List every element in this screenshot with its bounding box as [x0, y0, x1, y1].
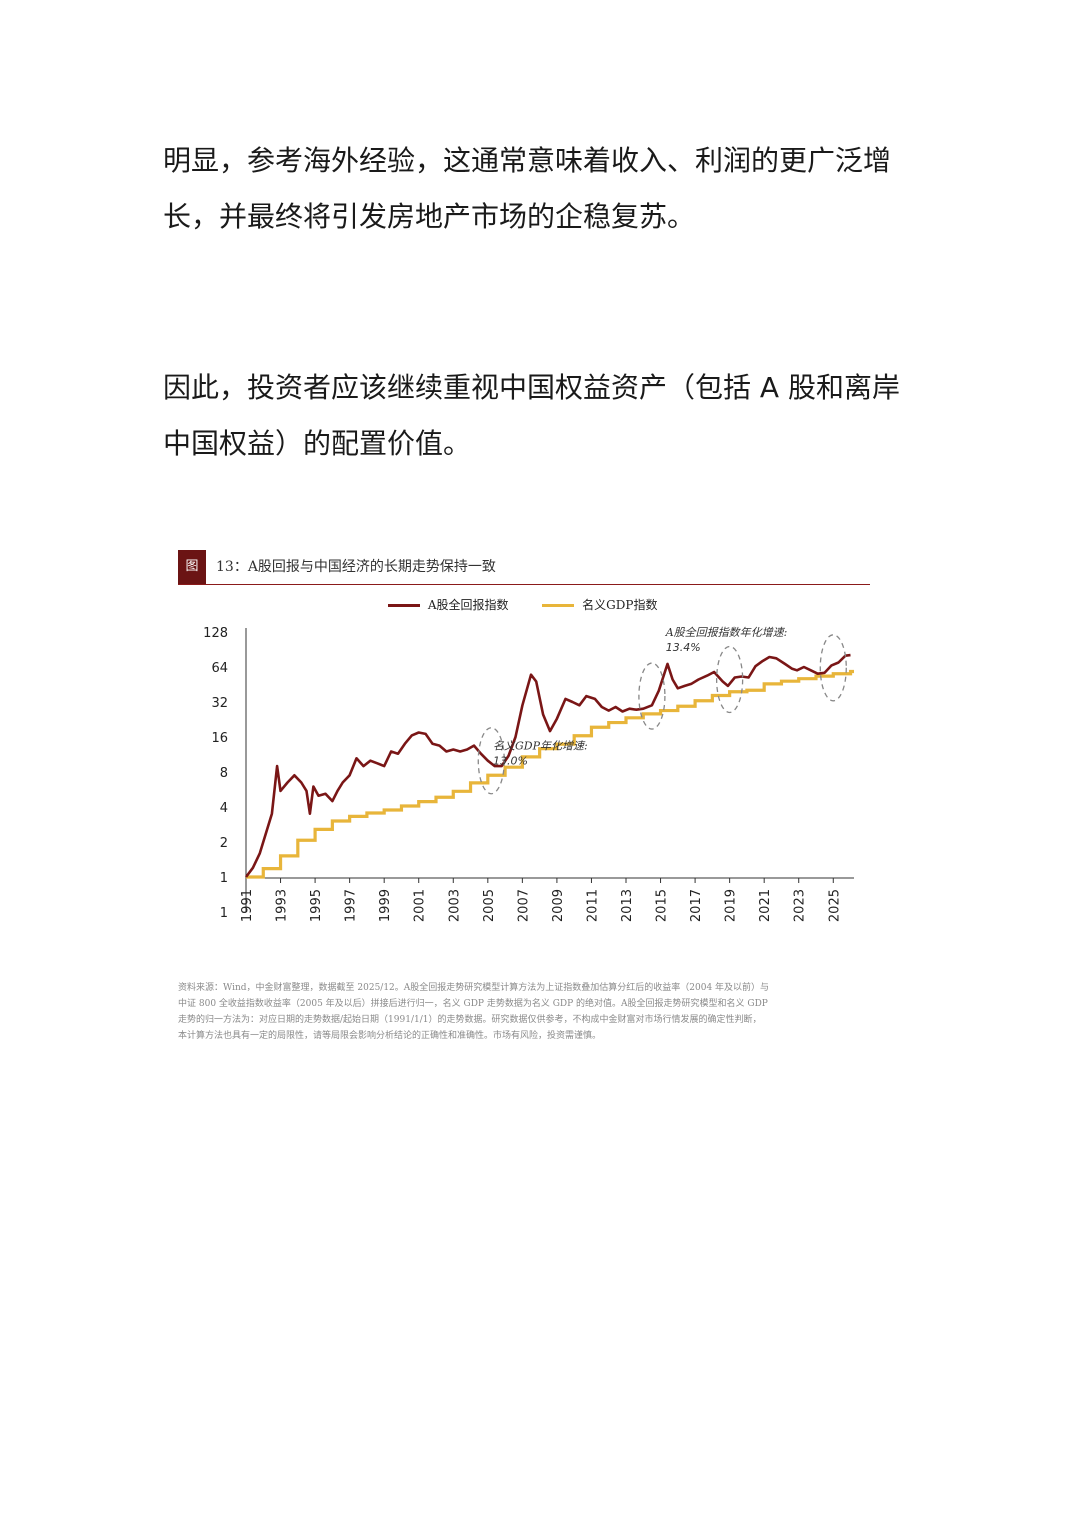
series-line-gdp — [246, 669, 854, 879]
y-tick-label: 128 — [203, 626, 228, 641]
y-tick-label: 1 — [220, 906, 228, 921]
legend-label-a-share: A股全回报指数 — [427, 598, 509, 612]
y-tick-label: 8 — [220, 766, 228, 781]
x-tick-label: 2021 — [758, 889, 773, 922]
annotation-label: 名义GDP年化增速: — [493, 739, 588, 752]
x-tick-label: 2019 — [724, 889, 739, 922]
paragraph-2: 因此，投资者应该继续重视中国权益资产（包括 A 股和离岸 中国权益）的配置价值。 — [163, 360, 923, 472]
y-tick-label: 2 — [220, 836, 228, 851]
y-tick-label: 16 — [211, 731, 228, 746]
highlight-ellipse — [477, 727, 505, 795]
annotation-value: 13.4% — [666, 641, 701, 654]
paragraph-2-line-2: 中国权益）的配置价值。 — [163, 427, 472, 460]
paragraph-1-line-2: 长，并最终将引发房地产市场的企稳复苏。 — [163, 200, 696, 233]
y-tick-label: 4 — [220, 801, 228, 816]
series-line-a-share — [244, 653, 851, 878]
legend-swatch-a-share — [388, 604, 420, 607]
y-tick-label: 1 — [220, 871, 228, 886]
y-tick-label: 64 — [211, 661, 228, 676]
line-chart: 128 64 32 16 8 4 2 1 1 1991 1993 1995 1997 1999 2001 20… — [203, 626, 854, 922]
legend-label-gdp: 名义GDP指数 — [582, 598, 658, 612]
x-tick-label: 1999 — [378, 889, 393, 922]
x-tick-label: 2007 — [516, 889, 531, 922]
x-tick-label: 2017 — [689, 889, 704, 922]
x-tick-label: 2015 — [655, 889, 670, 922]
x-tick-label: 2009 — [551, 889, 566, 922]
x-tick-label: 2023 — [793, 889, 808, 922]
source-line: 本计算方法也具有一定的局限性，请等局限会影响分析结论的正确性和准确性。市场有风险… — [178, 1031, 602, 1041]
chart-legend: A股全回报指数 名义GDP指数 — [388, 596, 687, 616]
source-line: 中证 800 全收益指数收益率（2005 年及以后）拼接后进行归一，名义 GDP… — [178, 999, 768, 1009]
figure: 图 13：A股回报与中国经济的长期走势保持一致 A股全回报指数 名义GDP指数 … — [178, 540, 878, 1050]
x-tick-label: 2005 — [482, 889, 497, 922]
annotation-label: A股全回报指数年化增速: — [665, 626, 788, 639]
x-tick-label: 1997 — [344, 889, 359, 922]
paragraph-1: 明显，参考海外经验，这通常意味着收入、利润的更广泛增 长，并最终将引发房地产市场… — [163, 133, 923, 245]
paragraph-1-line-1: 明显，参考海外经验，这通常意味着收入、利润的更广泛增 — [163, 144, 892, 177]
x-tick-label: 2001 — [413, 889, 428, 922]
x-tick-label: 1991 — [240, 889, 255, 922]
legend-swatch-gdp — [542, 604, 575, 607]
legend-item-a-share: A股全回报指数 — [388, 596, 509, 613]
annotation-value: 13.0% — [493, 754, 528, 767]
figure-title: 13：A股回报与中国经济的长期走势保持一致 — [216, 559, 496, 575]
x-tick-label: 2011 — [585, 889, 600, 922]
highlight-ellipse — [819, 634, 847, 702]
source-line: 走势的归一方法为：对应日期的走势数据/起始日期（1991/1/1）的走势数据。研… — [178, 1015, 762, 1025]
legend-item-gdp: 名义GDP指数 — [542, 596, 657, 613]
x-tick-label: 2013 — [620, 889, 635, 922]
x-tick-label: 2003 — [447, 889, 462, 922]
y-tick-label: 32 — [211, 696, 228, 711]
figure-header: 图 13：A股回报与中国经济的长期走势保持一致 — [178, 550, 870, 585]
source-line: 资料来源：Wind，中金财富整理，数据截至 2025/12。A股全回报走势研究模… — [178, 983, 770, 993]
source-note: 资料来源：Wind，中金财富整理，数据截至 2025/12。A股全回报走势研究模… — [178, 980, 878, 1044]
x-tick-label: 1993 — [275, 889, 290, 922]
paragraph-2-line-1: 因此，投资者应该继续重视中国权益资产（包括 A 股和离岸 — [163, 371, 900, 404]
x-tick-label: 2025 — [827, 889, 842, 922]
figure-tag: 图 — [178, 550, 206, 584]
x-tick-label: 1995 — [309, 889, 324, 922]
